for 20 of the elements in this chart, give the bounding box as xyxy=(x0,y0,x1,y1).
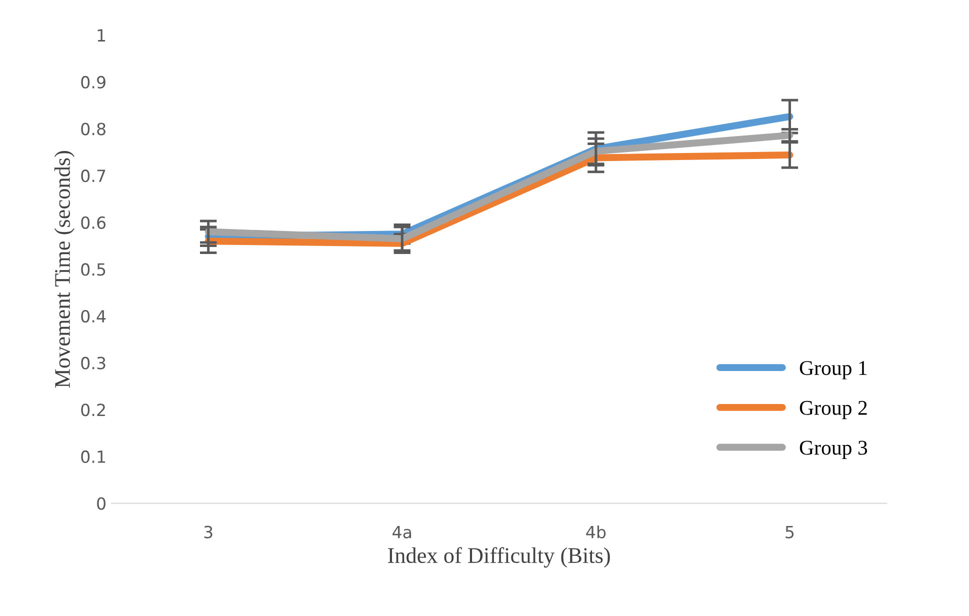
x-tick-label: 5 xyxy=(786,526,794,538)
y-axis-title: Movement Time (seconds) xyxy=(54,151,75,388)
y-tick-label: 0.2 xyxy=(81,404,105,416)
y-tick-label: 1 xyxy=(98,29,106,42)
y-tick-label: 0.6 xyxy=(81,216,106,229)
x-axis-title: Index of Difficulty (Bits) xyxy=(388,547,610,568)
legend-label: Group 1 xyxy=(800,361,867,380)
y-tick-label: 0.9 xyxy=(81,76,106,88)
y-tick-label: 0 xyxy=(97,497,106,510)
y-tick-label: 0.1 xyxy=(81,450,106,464)
y-tick-label: 0.8 xyxy=(81,122,106,136)
legend-label: Group 3 xyxy=(800,440,868,460)
y-tick-label: 0.5 xyxy=(81,263,106,276)
legend-label: Group 2 xyxy=(800,400,867,420)
x-tick-label: 3 xyxy=(204,526,212,538)
x-tick-label: 4a xyxy=(392,526,412,538)
y-tick-label: 0.7 xyxy=(81,170,106,182)
y-tick-label: 0.4 xyxy=(81,310,106,323)
x-tick-label: 4b xyxy=(586,525,606,538)
y-tick-label: 0.3 xyxy=(81,356,106,370)
